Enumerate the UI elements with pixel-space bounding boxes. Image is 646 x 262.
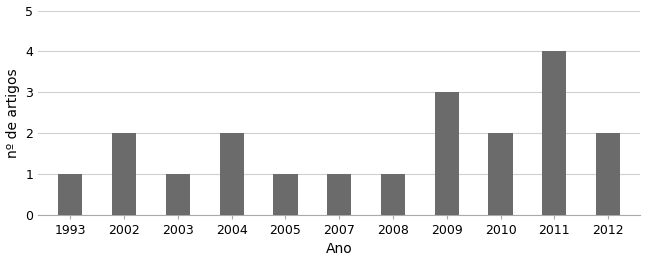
Bar [166,174,190,215]
Bar [327,174,351,215]
Bar [488,133,513,215]
Bar [220,133,244,215]
Bar [381,174,405,215]
Bar [435,92,459,215]
Bar [58,174,82,215]
Y-axis label: nº de artigos: nº de artigos [6,68,19,157]
Bar [542,51,567,215]
X-axis label: Ano: Ano [326,242,353,256]
Bar [112,133,136,215]
Bar [273,174,298,215]
Bar [596,133,620,215]
